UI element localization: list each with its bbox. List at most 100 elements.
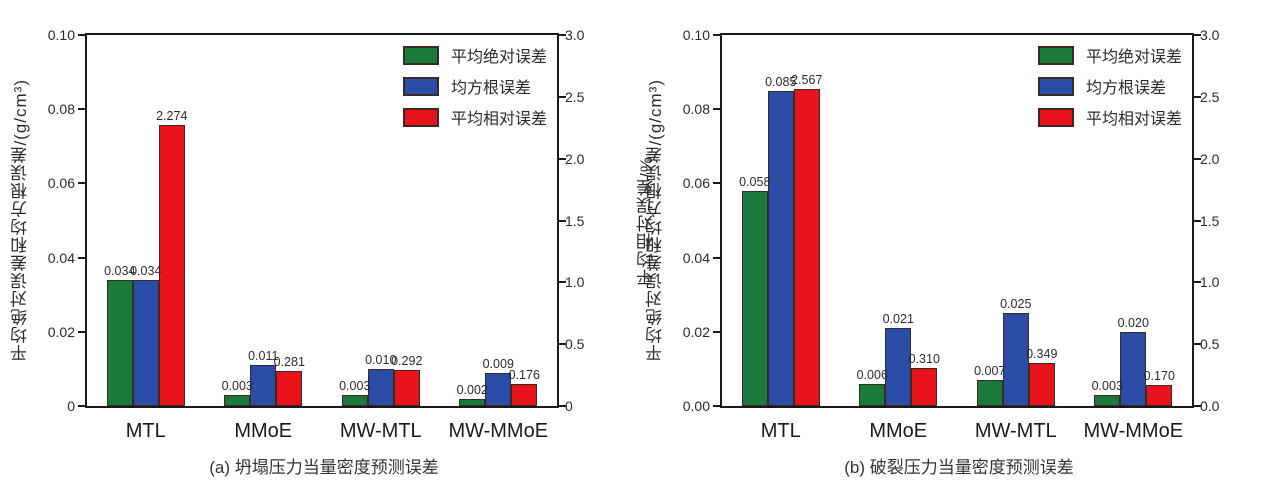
right-axis-tick-label: 0.5 [1200,336,1220,352]
left-axis-tick [713,182,720,184]
bar-value-label: 0.176 [508,368,540,382]
bar-value-label: 2.567 [791,73,823,87]
bar-value-label: 0.020 [1117,316,1149,330]
bar-value-label: 0.025 [1000,297,1032,311]
left-axis-tick-label: 0 [67,398,75,414]
legend-item-root-mean-square-error: 均方根误差 [403,74,547,98]
right-axis-tick [559,96,566,98]
bar-value-label: 0.003 [221,379,253,393]
chart-panel-a: 0.10 0.08 0.06 0.04 0.02 0 3.0 2.5 2.0 1.5 1.0 0.5 0… [11,27,656,477]
category-label-MW-MMoE: MW-MMoE [448,420,549,442]
right-axis-tick [559,343,566,345]
left-axis-tick-label: 0.10 [682,27,710,43]
chart-panel-b: 0.10 0.08 0.06 0.04 0.02 0.00 3.0 2.5 2.0 1.5 1.0 0… [635,0,1270,496]
left-axis-tick [78,405,85,407]
right-axis-tick-label: 2.0 [1200,151,1220,167]
right-axis-tick [1194,96,1201,98]
right-axis-tick-label: 0 [565,398,573,414]
left-axis-title: 平均绝对误差和均方根误差/(g/cm³) [642,35,668,406]
bar-mean-absolute-error-MW-MMoE [459,399,486,406]
right-axis-tick-label: 2.0 [565,151,585,167]
left-axis-tick-label: 0.06 [47,175,75,191]
left-axis-tick-label: 0.06 [682,175,710,191]
caption-b: (b) 破裂压力当量密度预测误差 [844,458,1074,477]
right-axis-tick [559,158,566,160]
legend-item-mean-absolute-error: 平均绝对误差 [403,43,547,67]
right-axis-tick-label: 1.0 [565,274,585,290]
bar-mean-relative-error-MMoE [911,368,938,406]
bar-value-label: 0.058 [739,175,771,189]
bar-value-label: 0.034 [130,264,162,278]
right-axis-tick-label: 3.0 [1200,27,1220,43]
legend-label-mean-relative-error: 平均相对误差 [1086,111,1183,128]
bar-mean-relative-error-MW-MTL [393,370,420,406]
bar-mean-absolute-error-MMoE [224,395,251,406]
bar-mean-absolute-error-MW-MTL [341,395,368,406]
category-label-MTL: MTL [125,420,166,442]
bar-value-label: 0.310 [908,352,940,366]
bar-value-label: 0.003 [339,379,371,393]
bar-root-mean-square-error-MTL [132,280,159,406]
bar-value-label: 0.170 [1143,369,1175,383]
bar-value-label: 0.085 [765,75,797,89]
left-axis-tick-label: 0.10 [47,27,75,43]
right-axis-tick [559,34,566,36]
category-label-MW-MTL: MW-MTL [974,420,1057,442]
bar-mean-absolute-error-MTL [741,191,768,406]
right-axis-tick-label: 0.0 [1200,398,1220,414]
bar-value-label: 0.010 [365,353,397,367]
plot-area-a: 0.10 0.08 0.06 0.04 0.02 0 3.0 2.5 2.0 1.5 1.0 0.5 0… [11,27,656,477]
left-axis-tick [78,331,85,333]
category-label-MW-MMoE: MW-MMoE [1083,420,1184,442]
bar-mean-relative-error-MMoE [276,371,303,406]
bar-value-label: 0.021 [882,312,914,326]
legend-swatch-mean-absolute-error [403,45,439,65]
left-axis-tick [713,108,720,110]
left-axis-tick-label: 0.04 [682,250,710,266]
bar-value-label: 0.011 [248,349,279,363]
bar-root-mean-square-error-MTL [767,91,794,406]
left-axis-tick [713,331,720,333]
caption-a: (a) 坍塌压力当量密度预测误差 [209,458,439,477]
bar-value-label: 0.349 [1026,347,1058,361]
bar-value-label: 0.292 [391,354,423,368]
right-axis-tick-label: 2.5 [565,89,585,105]
legend-label-root-mean-square-error: 均方根误差 [1086,80,1167,97]
bar-mean-absolute-error-MW-MTL [976,380,1003,406]
right-axis-tick [1194,220,1201,222]
left-axis-title: 平均绝对误差和均方根误差/(g/cm³) [7,35,33,406]
category-label-MTL: MTL [760,420,801,442]
right-axis-tick [1194,281,1201,283]
left-axis-tick [78,108,85,110]
legend-label-root-mean-square-error: 均方根误差 [451,80,532,97]
legend-item-mean-relative-error: 平均相对误差 [403,105,547,129]
bar-value-label: 0.006 [856,368,888,382]
left-axis-tick-label: 0.04 [47,250,75,266]
bar-mean-absolute-error-MW-MMoE [1094,395,1121,406]
right-axis-tick-label: 1.5 [1200,213,1220,229]
legend: 平均绝对误差 均方根误差平均相对误差 [1038,43,1182,136]
right-axis-tick [1194,158,1201,160]
legend-swatch-root-mean-square-error [403,76,439,96]
left-axis-tick-label: 0.02 [682,324,710,340]
right-axis-tick [559,281,566,283]
bar-value-label: 0.009 [482,357,514,371]
bar-mean-absolute-error-MTL [106,280,133,406]
left-axis-title-text: 平均绝对误差和均方根误差/(g/cm³) [10,79,30,362]
bar-mean-relative-error-MW-MTL [1028,363,1055,406]
legend-label-mean-absolute-error: 平均绝对误差 [1086,49,1183,66]
right-axis-tick-label: 1.5 [565,213,585,229]
bar-root-mean-square-error-MW-MTL [367,369,394,406]
legend-label-mean-relative-error: 平均相对误差 [451,111,548,128]
left-axis-tick [713,257,720,259]
left-axis-tick-label: 0.08 [682,101,710,117]
legend-swatch-root-mean-square-error [1038,76,1074,96]
legend-label-mean-absolute-error: 平均绝对误差 [451,49,548,66]
bar-mean-relative-error-MW-MMoE [511,384,538,406]
bar-mean-absolute-error-MMoE [859,384,886,406]
legend-swatch-mean-relative-error [403,107,439,127]
bar-value-label: 0.002 [456,383,488,397]
right-axis-tick [1194,34,1201,36]
right-axis-tick-label: 1.0 [1200,274,1220,290]
